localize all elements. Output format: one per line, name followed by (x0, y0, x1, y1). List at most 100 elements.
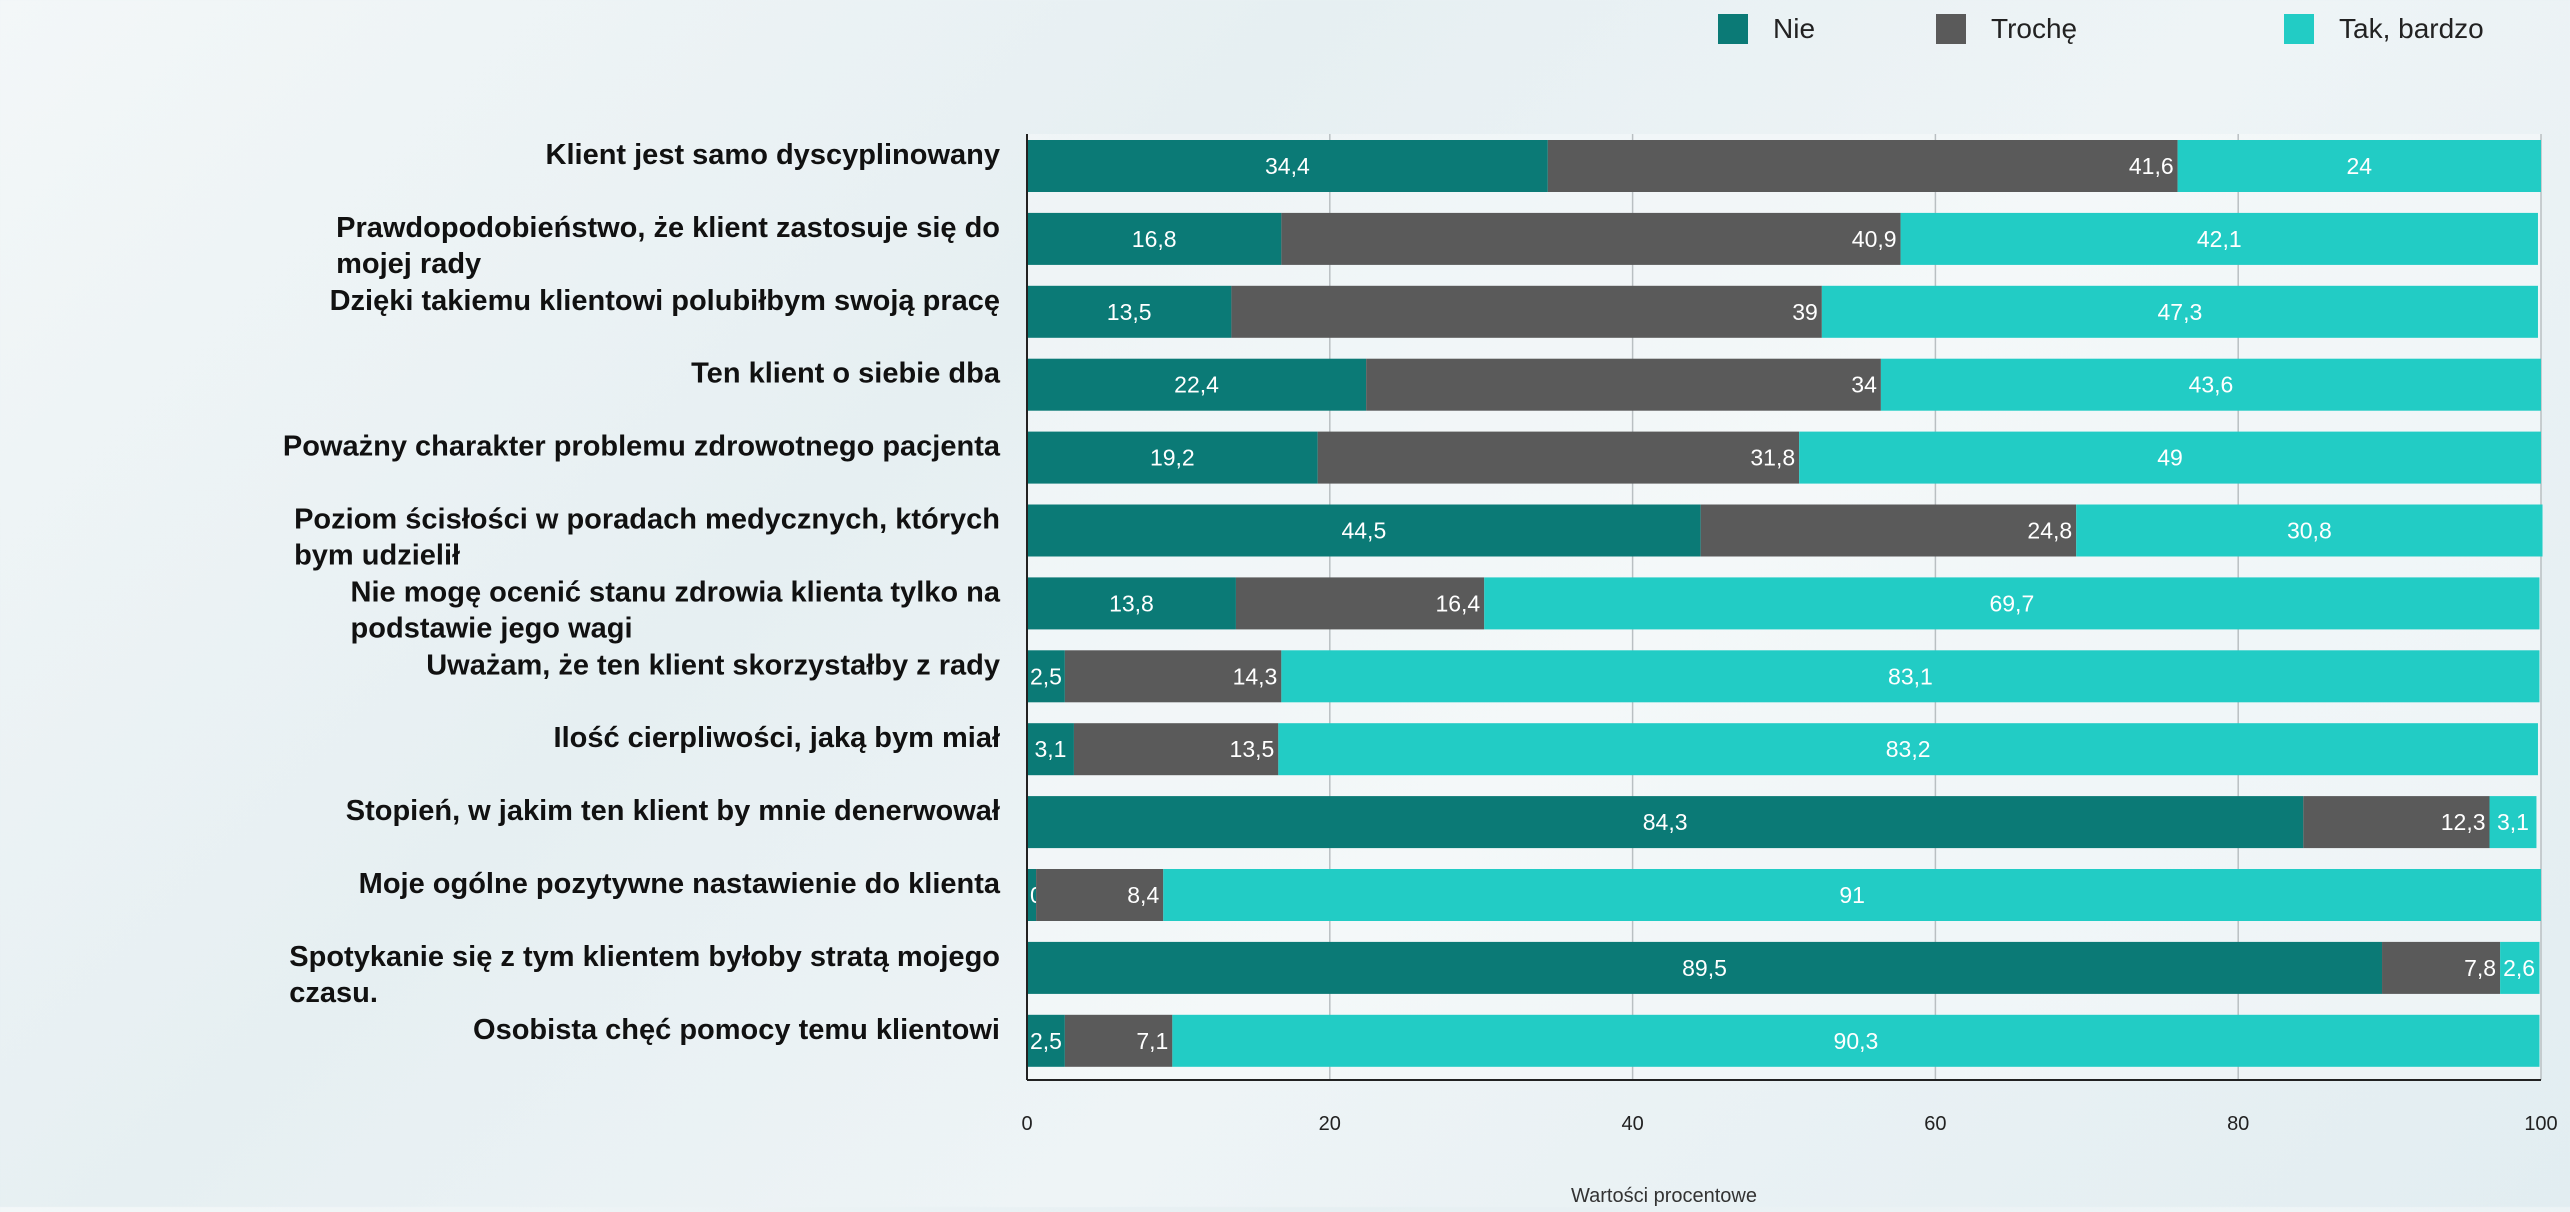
category-label: Ilość cierpliwości, jaką bym miał (554, 722, 1000, 754)
bar-nie (1027, 723, 1074, 776)
x-tick-label: 60 (1924, 1113, 1946, 1135)
data-label: 41,6 (2129, 153, 2174, 179)
legend-swatch (1936, 14, 1966, 44)
legend-swatch (1718, 14, 1748, 44)
bar-troche (1235, 577, 1485, 630)
bar-nie (1027, 796, 2304, 849)
category-label-line: podstawie jego wagi (351, 612, 633, 644)
bar-troche (1073, 723, 1279, 776)
category-label: Ten klient o siebie dba (691, 358, 1001, 390)
data-label: 40,9 (1852, 226, 1897, 252)
data-label: 30,8 (2287, 518, 2332, 544)
category-label: Dzięki takiemu klientowi polubiłbym swoj… (330, 285, 1000, 317)
data-label: 89,5 (1682, 955, 1727, 981)
data-label: 31,8 (1750, 445, 1795, 471)
data-label: 24 (2347, 153, 2373, 179)
bar-troche (1281, 212, 1901, 265)
data-label: 14,3 (1233, 663, 1278, 689)
data-label: 2,5 (1030, 663, 1062, 689)
category-label-line: Nie mogę ocenić stanu zdrowia klienta ty… (351, 576, 1001, 608)
data-label: 42,1 (2197, 226, 2242, 252)
bar-troche (1064, 1014, 1173, 1067)
data-label: 83,1 (1888, 663, 1933, 689)
x-tick-label: 40 (1621, 1113, 1643, 1135)
data-label: 2,5 (1030, 1028, 1062, 1054)
bar-nie (1027, 869, 1037, 921)
bar-tak (1821, 285, 2538, 338)
data-label: 13,5 (1107, 299, 1152, 325)
bar-troche (1317, 431, 1800, 484)
bar-troche (1366, 358, 1881, 411)
bar-troche (2382, 941, 2501, 994)
category-label: Poważny charakter problemu zdrowotnego p… (283, 431, 1001, 463)
data-label: 13,8 (1109, 590, 1154, 616)
x-tick-label: 20 (1319, 1113, 1341, 1135)
bars: 34,4 41,6 24 16,8 40,9 42,1 13,5 39 47,3 22,4 34 43… (1027, 140, 2543, 1067)
category-label: Stopień, w jakim ten klient by mnie dene… (346, 795, 1000, 827)
data-label: 34,4 (1265, 153, 1310, 179)
data-label: 16,8 (1132, 226, 1177, 252)
legend-label: Trochę (1991, 13, 2077, 44)
bar-nie (1027, 650, 1065, 703)
bar-tak (2500, 941, 2540, 994)
bar-tak (1278, 723, 2538, 776)
data-label: 12,3 (2441, 809, 2486, 835)
data-label: 83,2 (1886, 736, 1931, 762)
data-label: 22,4 (1174, 372, 1219, 398)
bar-troche (1036, 869, 1164, 921)
data-label: 19,2 (1150, 445, 1195, 471)
bar-nie (1027, 1014, 1065, 1067)
data-label: 91 (1839, 882, 1865, 908)
data-label: 47,3 (2158, 299, 2203, 325)
bar-nie (1027, 285, 1232, 338)
data-label: 34 (1851, 372, 1877, 398)
data-label: 2,6 (2503, 955, 2535, 981)
legend-label: Tak, bardzo (2339, 13, 2484, 44)
bar-nie (1027, 577, 1236, 630)
category-label: Klient jest samo dyscyplinowany (546, 139, 1000, 171)
x-axis-title: Wartości procentowe (1571, 1185, 1757, 1207)
category-label-line: Poziom ścisłości w poradach medycznych, … (294, 504, 1000, 536)
bar-troche (1231, 285, 1822, 338)
data-label: 69,7 (1989, 590, 2034, 616)
data-label: 3,1 (1034, 736, 1066, 762)
bar-tak (2177, 140, 2541, 192)
bar-nie (1027, 504, 1701, 557)
bar-troche (1700, 504, 2077, 557)
category-label: Uważam, że ten klient skorzystałby z rad… (426, 649, 1000, 681)
bar-tak (1281, 650, 2540, 703)
category-label-line: czasu. (289, 977, 378, 1009)
bar-nie (1027, 358, 1367, 411)
data-label: 90,3 (1834, 1028, 1879, 1054)
data-label: 24,8 (2027, 518, 2072, 544)
data-label: 84,3 (1643, 809, 1688, 835)
x-tick-label: 80 (2227, 1113, 2249, 1135)
bar-nie (1027, 140, 1548, 192)
category-label-line: mojej rady (336, 248, 481, 280)
bar-troche (1547, 140, 2178, 192)
category-label-line: bym udzielił (294, 540, 460, 572)
data-label: 8,4 (1127, 882, 1159, 908)
bar-tak (1799, 431, 2541, 484)
category-label: Osobista chęć pomocy temu klientowi (473, 1014, 1000, 1046)
x-tick-label: 0 (1021, 1113, 1032, 1135)
bar-tak (1484, 577, 2540, 630)
data-label: 7,8 (2464, 955, 2496, 981)
data-label: 3,1 (2497, 809, 2529, 835)
category-label-line: Spotykanie się z tym klientem byłoby str… (289, 941, 1000, 973)
bar-troche (1064, 650, 1282, 703)
category-label: Poziom ścisłości w poradach medycznych, … (294, 504, 1000, 572)
legend-label: Nie (1773, 13, 1815, 44)
data-label: 49 (2157, 445, 2183, 471)
data-label: 44,5 (1341, 518, 1386, 544)
legend-swatch (2284, 14, 2314, 44)
x-tick-label: 100 (2524, 1113, 2557, 1135)
bar-nie (1027, 431, 1318, 484)
bar-tak (1900, 212, 2538, 265)
category-label-line: Prawdopodobieństwo, że klient zastosuje … (336, 212, 1000, 244)
bar-nie (1027, 212, 1282, 265)
data-label: 7,1 (1136, 1028, 1168, 1054)
data-label: 16,4 (1435, 590, 1480, 616)
data-label: 39 (1792, 299, 1818, 325)
